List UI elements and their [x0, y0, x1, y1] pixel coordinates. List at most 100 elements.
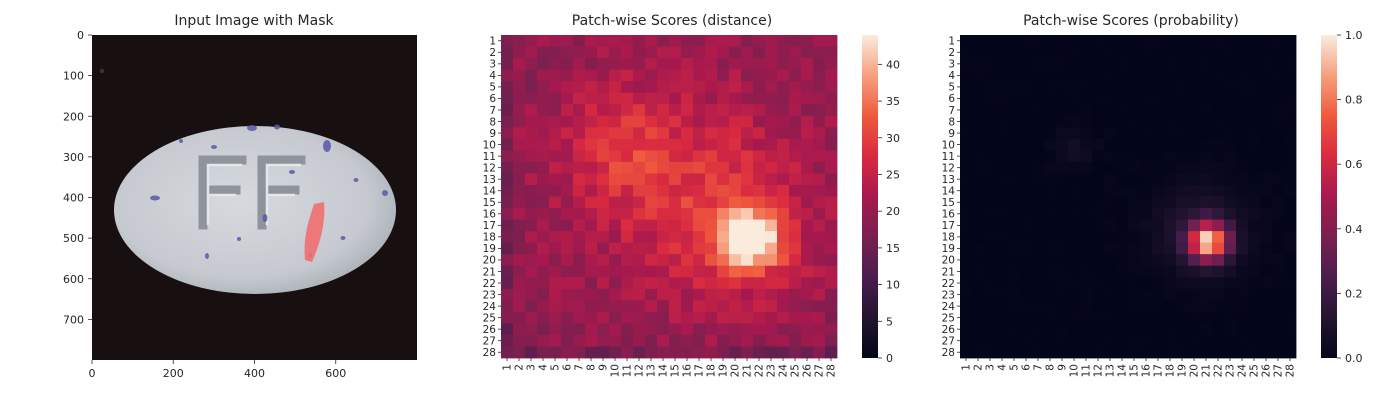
heatmap-cell: [633, 35, 646, 47]
heatmap-cell: [669, 58, 682, 71]
heatmap-cell: [705, 196, 718, 209]
col-label: 15: [1129, 364, 1141, 377]
heatmap-cell: [597, 138, 610, 151]
heatmap-cell: [549, 58, 562, 71]
heatmap-cell: [1224, 81, 1237, 94]
heatmap-cell: [1188, 35, 1201, 47]
x-tick-label: 0: [89, 367, 96, 380]
heatmap-cell: [1236, 219, 1249, 232]
heatmap-cell: [960, 311, 973, 324]
heatmap-cell: [693, 277, 706, 290]
heatmap-cell: [1116, 92, 1129, 105]
heatmap-cell: [1140, 334, 1153, 347]
heatmap-cell: [777, 219, 790, 232]
heatmap-cell: [1092, 81, 1105, 94]
heatmap-cell: [1104, 334, 1117, 347]
heatmap-cell: [1284, 311, 1297, 324]
heatmap-cell: [705, 254, 718, 267]
distance-heatmap-title: Patch-wise Scores (distance): [572, 13, 772, 29]
heatmap-cell: [1140, 196, 1153, 209]
dust-speck: [99, 68, 105, 74]
heatmap-cell: [960, 265, 973, 278]
heatmap-cell: [1032, 311, 1045, 324]
heatmap-cell: [765, 46, 778, 59]
col-label: 14: [658, 364, 670, 378]
heatmap-cell: [1080, 196, 1093, 209]
row-label: 3: [489, 59, 496, 71]
row-label: 18: [942, 232, 955, 244]
heatmap-cell: [549, 81, 562, 94]
heatmap-cell: [1260, 231, 1273, 244]
heatmap-cell: [1284, 81, 1297, 94]
heatmap-cell: [1056, 46, 1069, 59]
heatmap-cell: [1272, 208, 1285, 220]
heatmap-cell: [1092, 69, 1105, 82]
heatmap-cell: [573, 184, 586, 197]
heatmap-cell: [1032, 161, 1045, 174]
heatmap-cell: [825, 346, 838, 359]
heatmap-cell: [1272, 138, 1285, 151]
heatmap-cell: [801, 104, 814, 117]
heatmap-cell: [513, 219, 526, 232]
heatmap-cell: [984, 150, 997, 163]
heatmap-cell: [1224, 173, 1237, 186]
heatmap-cell: [669, 334, 682, 347]
row-label: 19: [483, 243, 496, 255]
heatmap-cell: [621, 265, 634, 278]
heatmap-cell: [609, 127, 622, 140]
col-label: 25: [790, 364, 802, 377]
heatmap-cell: [1224, 231, 1237, 244]
heatmap-cell: [1008, 58, 1021, 71]
col-label: 17: [694, 364, 706, 377]
heatmap-cell: [1020, 323, 1033, 336]
heatmap-cell: [1116, 242, 1129, 255]
heatmap-cell: [621, 219, 634, 232]
heatmap-cell: [1056, 265, 1069, 278]
heatmap-cell: [960, 219, 973, 232]
heatmap-cell: [813, 311, 826, 324]
heatmap-cell: [1032, 231, 1045, 244]
heatmap-cell: [813, 127, 826, 140]
heatmap-cell: [972, 254, 985, 267]
heatmap-cell: [657, 346, 670, 359]
heatmap-cell: [561, 300, 574, 313]
heatmap-cell: [972, 265, 985, 278]
heatmap-cell: [984, 138, 997, 151]
heatmap-cell: [693, 161, 706, 174]
heatmap-cell: [777, 254, 790, 267]
heatmap-cell: [1200, 265, 1213, 278]
heatmap-cell: [1116, 81, 1129, 94]
heatmap-cell: [1068, 104, 1081, 117]
heatmap-cell: [765, 254, 778, 267]
heatmap-cell: [597, 277, 610, 290]
heatmap-cell: [777, 311, 790, 324]
heatmap-cell: [1092, 184, 1105, 197]
heatmap-cell: [789, 219, 802, 232]
heatmap-cell: [1200, 161, 1213, 174]
heatmap-cell: [801, 346, 814, 359]
heatmap-cell: [1116, 150, 1129, 163]
heatmap-cell: [729, 334, 742, 347]
heatmap-cell: [741, 277, 754, 290]
heatmap-cell: [1032, 208, 1045, 220]
heatmap-cell: [1020, 161, 1033, 174]
heatmap-cell: [996, 127, 1009, 140]
heatmap-cell: [765, 242, 778, 255]
heatmap-cell: [657, 231, 670, 244]
heatmap-cell: [1224, 115, 1237, 128]
heatmap-cell: [645, 334, 658, 347]
heatmap-cell: [693, 69, 706, 82]
heatmap-cell: [525, 219, 538, 232]
heatmap-cell: [1116, 196, 1129, 209]
heatmap-cell: [813, 58, 826, 71]
heatmap-cell: [1284, 92, 1297, 105]
col-label: 9: [1057, 364, 1069, 371]
heatmap-cell: [1140, 69, 1153, 82]
heatmap-cell: [513, 300, 526, 313]
heatmap-cell: [825, 277, 838, 290]
heatmap-cell: [597, 92, 610, 105]
heatmap-cell: [1128, 46, 1141, 59]
heatmap-cell: [645, 184, 658, 197]
heatmap-cell: [741, 46, 754, 59]
